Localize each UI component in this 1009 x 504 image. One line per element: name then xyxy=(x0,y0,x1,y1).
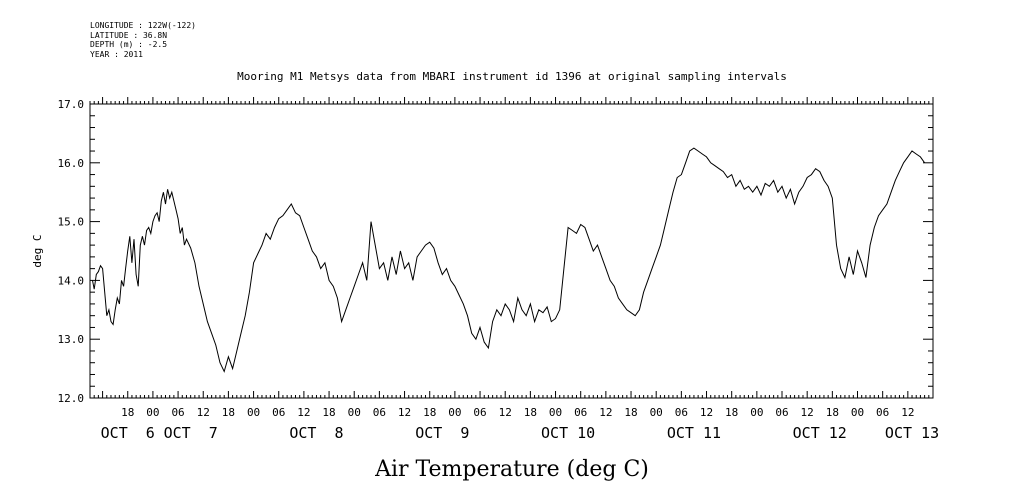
year-text: YEAR : 2011 xyxy=(90,49,143,59)
x-tick-label: 06 xyxy=(876,406,889,419)
x-tick-label: 18 xyxy=(423,406,436,419)
x-tick-label: 00 xyxy=(549,406,562,419)
x-tick-label: 18 xyxy=(322,406,335,419)
x-tick-label: 06 xyxy=(272,406,285,419)
x-tick-label: 00 xyxy=(750,406,763,419)
y-tick-label: 14.0 xyxy=(58,274,85,287)
x-tick-label: 12 xyxy=(197,406,210,419)
x-tick-label: 00 xyxy=(146,406,159,419)
x-tick-label: 12 xyxy=(599,406,612,419)
x-day-label: OCT 10 xyxy=(541,424,595,442)
plot-layer: 12.0 13.0 14.0 15.0 16.0 17.0 18 00 06 12 18 00 06 12… xyxy=(58,97,939,442)
x-tick-label: 06 xyxy=(675,406,688,419)
plot-frame xyxy=(89,103,934,399)
x-day-label: OCT 7 xyxy=(164,424,218,442)
latitude-text: LATITUDE : 36.8N xyxy=(90,30,168,40)
x-day-label: OCT 11 xyxy=(667,424,721,442)
x-tick-label: 18 xyxy=(826,406,839,419)
y-tick-label: 12.0 xyxy=(58,392,85,405)
x-day-label: OCT 13 xyxy=(885,424,939,442)
x-tick-label: 12 xyxy=(398,406,411,419)
x-tick-label: 12 xyxy=(801,406,814,419)
longitude-text: LONGITUDE : 122W(-122) xyxy=(90,21,196,30)
y-tick-label: 16.0 xyxy=(58,157,85,170)
depth-text: DEPTH (m) : -2.5 xyxy=(90,40,168,49)
x-tick-label: 18 xyxy=(222,406,235,419)
x-tick-label: 00 xyxy=(247,406,260,419)
x-tick-label: 12 xyxy=(297,406,310,419)
x-day-label: OCT 8 xyxy=(289,424,343,442)
x-tick-label: 12 xyxy=(499,406,512,419)
x-tick-label: 06 xyxy=(775,406,788,419)
x-tick-label: 06 xyxy=(574,406,587,419)
x-tick-label: 18 xyxy=(725,406,738,419)
y-tick-label: 17.0 xyxy=(58,98,85,111)
x-tick-label: 06 xyxy=(473,406,486,419)
x-day-label: OCT 6 xyxy=(101,424,155,442)
x-tick-label: 00 xyxy=(348,406,361,419)
metadata-block: LONGITUDE : 122W(-122) LATITUDE : 36.8N … xyxy=(90,21,196,59)
x-tick-label: 00 xyxy=(851,406,864,419)
x-day-label: OCT 9 xyxy=(415,424,469,442)
x-tick-label: 12 xyxy=(901,406,914,419)
x-tick-label: 00 xyxy=(650,406,663,419)
x-tick-label: 18 xyxy=(624,406,637,419)
x-tick-label: 06 xyxy=(373,406,386,419)
x-axis-label: Air Temperature (deg C) xyxy=(374,457,649,482)
y-axis-label: deg C xyxy=(31,234,44,267)
x-tick-label: 18 xyxy=(121,406,134,419)
x-tick-label: 06 xyxy=(171,406,184,419)
x-tick-label: 12 xyxy=(700,406,713,419)
x-tick-label: 18 xyxy=(524,406,537,419)
x-tick-label: 00 xyxy=(448,406,461,419)
y-tick-label: 13.0 xyxy=(58,333,85,346)
x-day-label: OCT 12 xyxy=(793,424,847,442)
y-tick-label: 15.0 xyxy=(58,216,85,229)
chart-title: Mooring M1 Metsys data from MBARI instru… xyxy=(237,70,787,83)
series-line xyxy=(92,147,926,373)
